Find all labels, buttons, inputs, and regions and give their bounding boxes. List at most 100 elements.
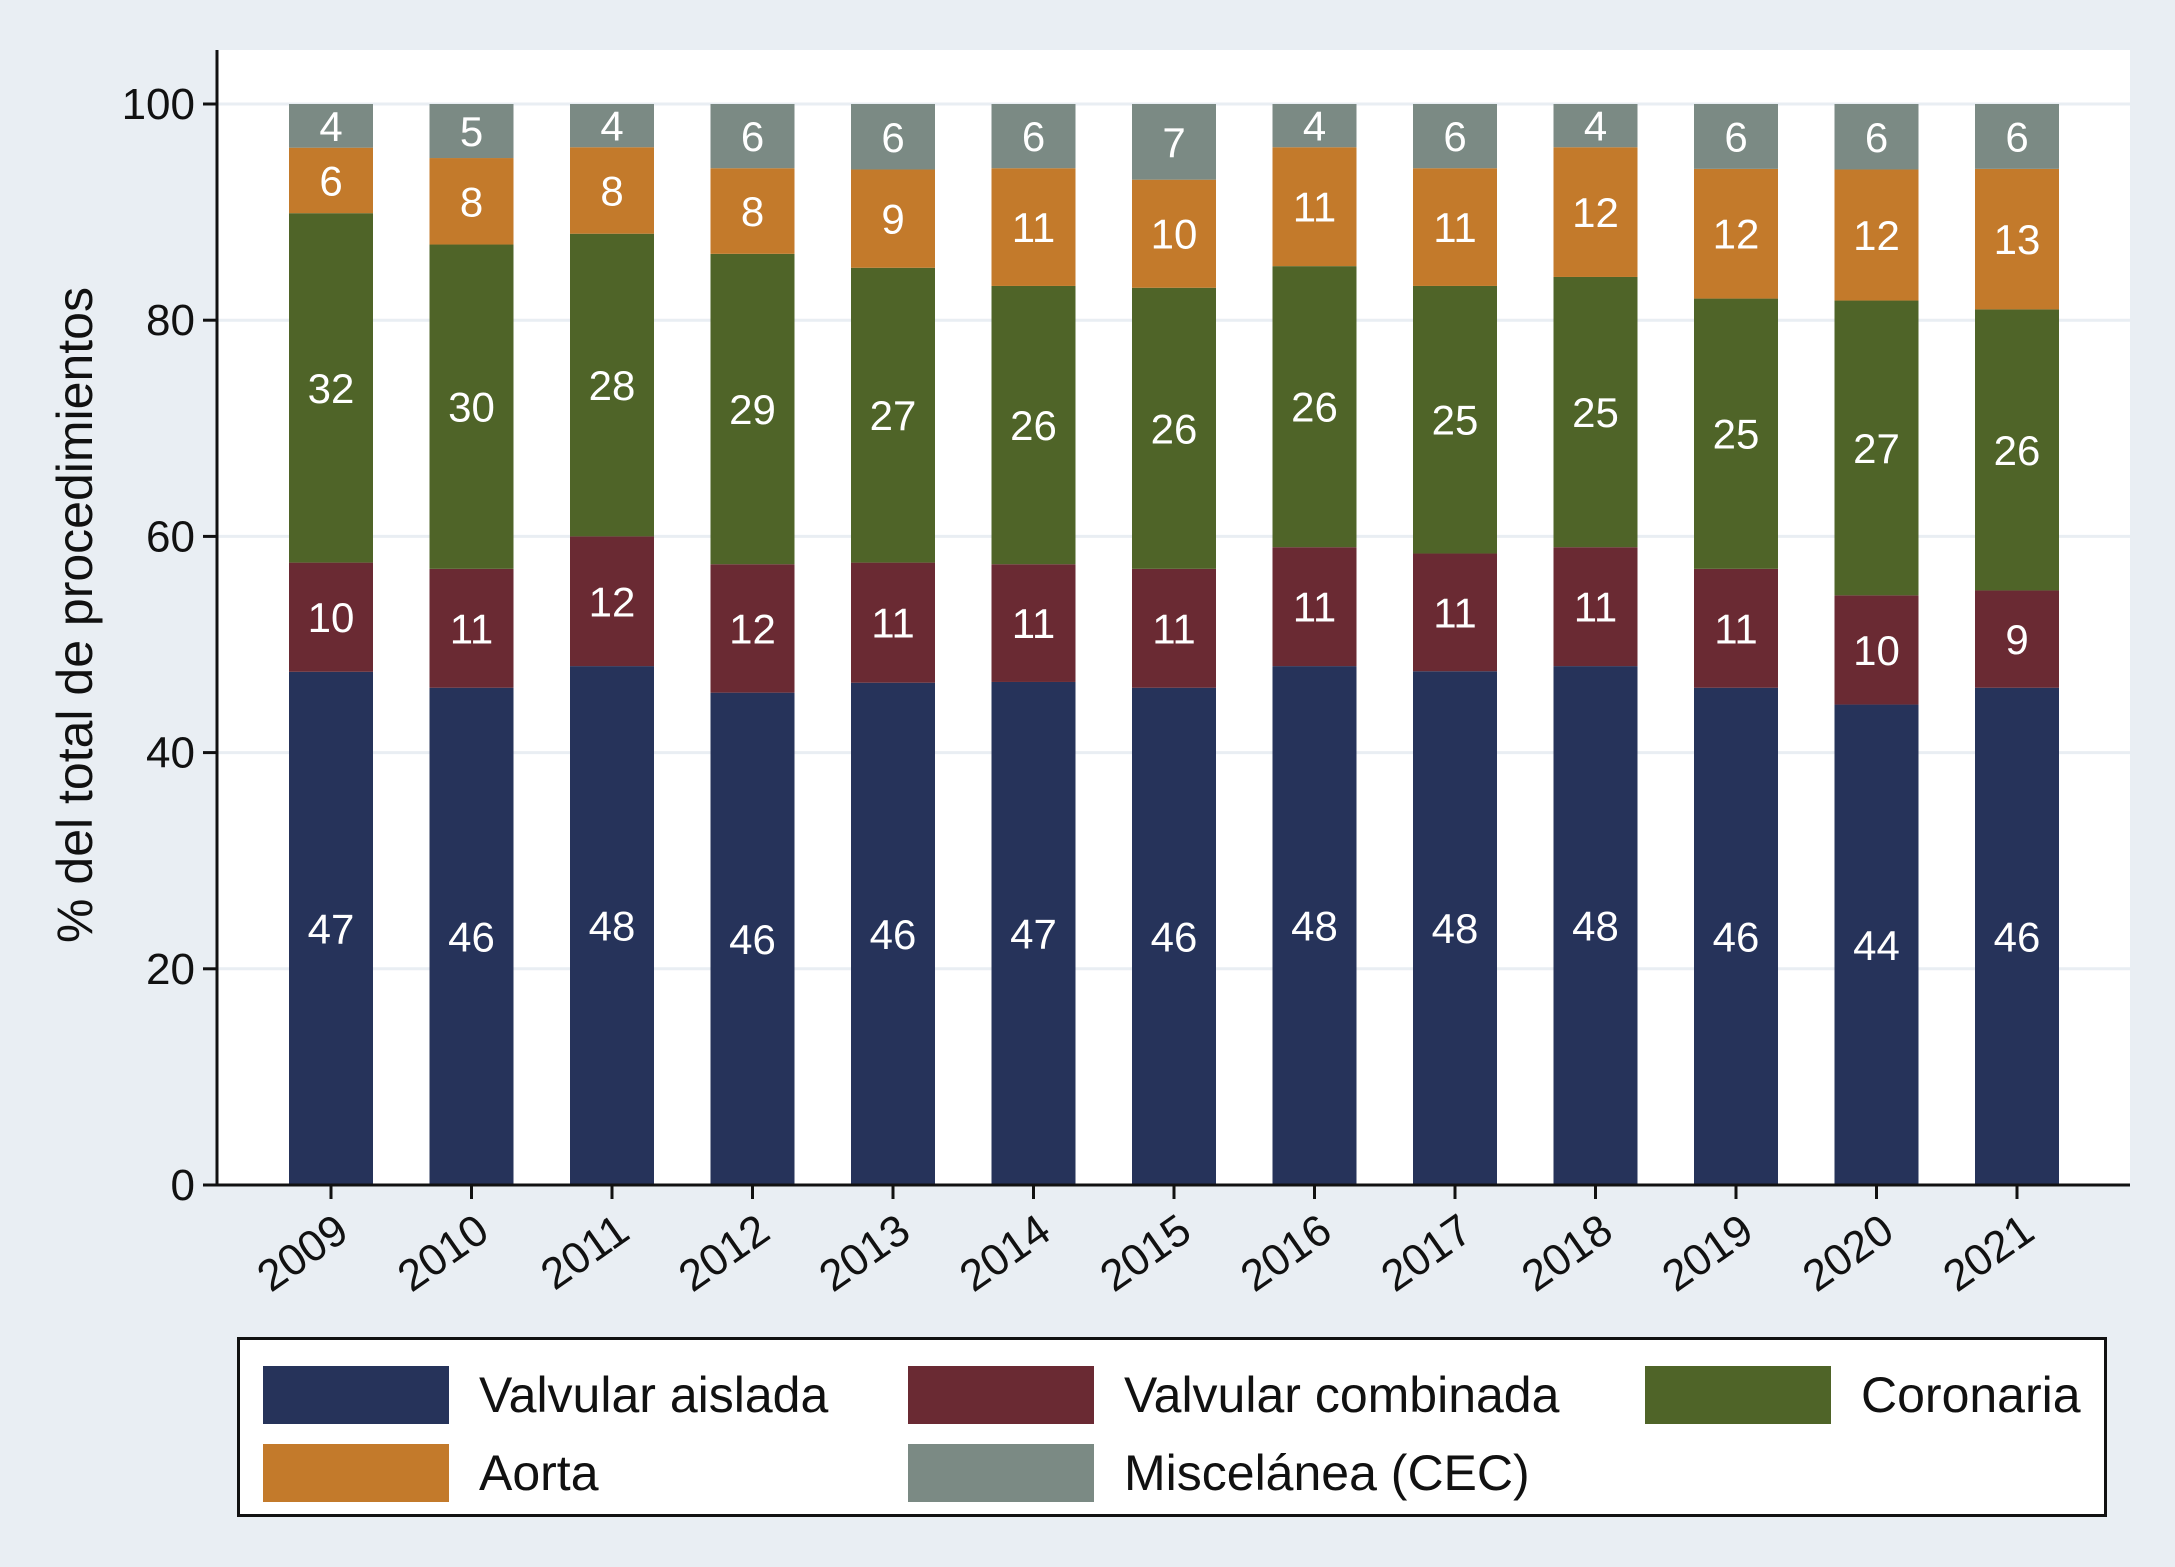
data-label: 12 — [1853, 212, 1900, 259]
bar-segment — [429, 244, 514, 569]
bar-segment — [1132, 104, 1216, 180]
data-label: 11 — [1152, 605, 1196, 652]
data-label: 9 — [2005, 616, 2028, 663]
bar-segment — [1272, 266, 1357, 548]
bar-segment — [1272, 147, 1357, 267]
data-label: 6 — [741, 113, 764, 160]
data-label: 46 — [1151, 913, 1198, 960]
data-label: 6 — [2005, 113, 2028, 160]
bar-stack-2011: 48 12 28 8 4 — [570, 103, 654, 1185]
bar-segment — [991, 168, 1076, 286]
bar-segment — [1834, 595, 1919, 705]
data-label: 6 — [319, 157, 342, 204]
bar-segment — [289, 147, 373, 214]
data-label: 8 — [460, 178, 483, 225]
bar-segment — [1694, 168, 1778, 299]
bar-stack-2021: 46 9 26 13 6 — [1975, 104, 2059, 1185]
bar-segment — [1553, 104, 1638, 148]
y-axis-ticks: 0 20 40 60 80 100 — [122, 80, 217, 1210]
bar-segment — [429, 687, 514, 1185]
y-tick-label: 80 — [146, 296, 195, 345]
data-label: 48 — [1432, 905, 1479, 952]
data-label: 46 — [729, 916, 776, 963]
x-tick-label: 2018 — [1513, 1205, 1621, 1301]
data-label: 6 — [1724, 113, 1747, 160]
bar-segment — [710, 253, 795, 565]
bar-segment — [710, 564, 795, 693]
data-label: 26 — [1994, 427, 2041, 474]
legend-label: Miscelánea (CEC) — [1124, 1445, 1530, 1501]
bar-segment — [851, 169, 935, 268]
legend-label: Coronaria — [1861, 1367, 2081, 1423]
data-label: 8 — [741, 188, 764, 235]
x-tick-label: 2020 — [1794, 1205, 1902, 1301]
data-label: 4 — [1303, 103, 1326, 150]
bar-stack-2013: 46 11 27 9 6 — [851, 104, 935, 1185]
x-tick-label: 2009 — [248, 1205, 356, 1301]
legend-swatch — [263, 1366, 449, 1424]
bar-segment — [1132, 687, 1216, 1185]
x-tick-label: 2019 — [1653, 1205, 1761, 1301]
data-label: 4 — [600, 103, 623, 150]
bar-segment — [289, 671, 373, 1185]
data-label: 11 — [1714, 605, 1758, 652]
bar-segment — [1272, 547, 1357, 667]
bar-segment — [851, 267, 935, 563]
bar-stack-2010: 46 11 30 8 5 — [429, 104, 514, 1185]
data-label: 27 — [870, 392, 917, 439]
data-label: 26 — [1151, 405, 1198, 452]
bar-segment — [570, 147, 654, 234]
y-tick-label: 0 — [171, 1161, 195, 1210]
data-label: 25 — [1572, 389, 1619, 436]
bar-segment — [1272, 104, 1357, 148]
data-label: 12 — [1572, 189, 1619, 236]
x-tick-label: 2016 — [1232, 1205, 1340, 1301]
data-label: 25 — [1432, 397, 1479, 444]
x-axis-ticks: 2009 2010 2011 2012 2013 2014 2015 2016 2017 2018… — [248, 1185, 2043, 1301]
bar-segment — [1694, 104, 1778, 169]
bar-segment — [1975, 104, 2059, 169]
bar-segment — [1132, 287, 1216, 569]
bar-segment — [1694, 568, 1778, 688]
data-label: 46 — [1713, 913, 1760, 960]
bar-segment — [1413, 285, 1497, 554]
data-label: 48 — [1572, 903, 1619, 950]
bar-segment — [570, 666, 654, 1185]
bar-segment — [1413, 553, 1497, 672]
legend-item-valvular-aislada: Valvular aislada — [263, 1365, 828, 1425]
bar-segment — [710, 104, 795, 169]
y-tick-label: 100 — [122, 80, 195, 129]
legend: Valvular aislada Valvular combinada Coro… — [237, 1337, 2107, 1517]
bar-segment — [1553, 147, 1638, 277]
x-tick-label: 2014 — [951, 1205, 1059, 1301]
legend-label: Aorta — [479, 1445, 599, 1501]
bar-segment — [289, 213, 373, 563]
x-tick-label: 2012 — [670, 1205, 778, 1301]
bar-stack-2017: 48 11 25 11 6 — [1413, 104, 1497, 1185]
data-label: 27 — [1853, 425, 1900, 472]
legend-item-miscelanea-cec: Miscelánea (CEC) — [908, 1443, 1530, 1503]
bar-segment — [289, 562, 373, 672]
legend-item-coronaria: Coronaria — [1645, 1365, 2081, 1425]
bar-segment — [1975, 590, 2059, 688]
bar-segment — [1553, 276, 1638, 548]
bar-segment — [851, 562, 935, 683]
bars: 4710326446113085481228844612298646112796… — [289, 103, 2059, 1185]
bar-segment — [1413, 168, 1497, 286]
bar-segment — [289, 104, 373, 148]
data-label: 6 — [881, 114, 904, 161]
bar-segment — [1834, 300, 1919, 596]
bar-segment — [991, 285, 1076, 565]
bar-segment — [991, 564, 1076, 682]
y-axis-title: % del total de procedimientos — [47, 287, 103, 943]
data-label: 26 — [1291, 384, 1338, 431]
x-tick-label: 2011 — [532, 1205, 638, 1299]
bar-segment — [1975, 309, 2059, 591]
data-label: 47 — [308, 905, 355, 952]
data-label: 11 — [1293, 584, 1337, 631]
bar-segment — [991, 681, 1076, 1185]
data-label: 47 — [1010, 910, 1057, 957]
data-label: 11 — [450, 605, 494, 652]
bar-segment — [1834, 169, 1919, 301]
